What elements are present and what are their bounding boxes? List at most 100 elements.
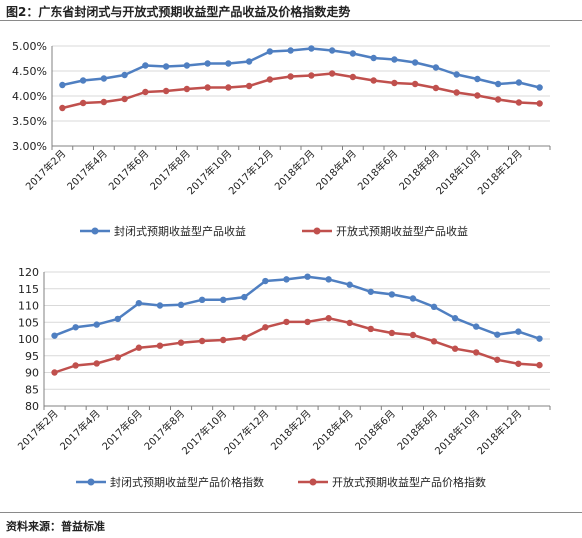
x-tick-label: 2017年12月	[226, 147, 276, 197]
x-tick-label: 2018年4月	[310, 407, 356, 453]
series-line	[54, 316, 540, 374]
y-tick-label: 120	[18, 266, 39, 279]
data-point	[266, 76, 274, 83]
data-point	[346, 319, 353, 327]
data-point	[367, 325, 374, 333]
data-point	[536, 100, 543, 107]
legend-label: 开放式预期收益型产品收益	[336, 224, 468, 238]
x-tick-label: 2017年2月	[23, 147, 69, 193]
series-line	[62, 47, 540, 89]
data-point	[283, 276, 290, 283]
data-point	[79, 99, 87, 107]
data-point	[198, 337, 206, 345]
series-line	[54, 275, 540, 340]
data-point	[142, 62, 149, 69]
data-point	[388, 329, 396, 337]
data-point	[388, 291, 396, 298]
legend-label: 封闭式预期收益型产品价格指数	[110, 475, 264, 489]
data-point	[325, 276, 332, 283]
data-point	[536, 84, 543, 91]
data-point	[430, 303, 438, 311]
x-tick-label: 2018年4月	[313, 147, 359, 193]
data-point	[536, 335, 543, 342]
data-point	[241, 334, 248, 341]
data-point	[451, 315, 459, 322]
x-tick-label: 2018年12月	[474, 407, 524, 457]
data-point	[432, 64, 440, 71]
data-point	[370, 54, 377, 62]
data-point	[135, 299, 143, 307]
y-tick-label: 105	[18, 316, 39, 329]
data-point	[494, 96, 502, 103]
x-tick-label: 2017年4月	[57, 407, 103, 453]
data-point	[183, 62, 191, 69]
data-point	[225, 84, 232, 91]
data-point	[515, 328, 522, 335]
data-point	[156, 302, 164, 309]
data-point	[411, 59, 419, 66]
x-tick-label: 2018年8月	[394, 407, 440, 453]
data-point	[494, 356, 501, 363]
data-point	[204, 84, 211, 91]
x-tick-label: 2018年2月	[272, 147, 318, 193]
price-index-line-chart: 808590951001051101151202017年2月2017年4月201…	[15, 266, 551, 489]
data-point	[287, 47, 294, 54]
data-point	[346, 281, 353, 288]
data-point	[474, 75, 481, 83]
data-point	[204, 60, 211, 67]
data-point	[494, 331, 501, 338]
data-point	[453, 89, 460, 96]
data-point	[51, 332, 58, 339]
data-point	[515, 99, 523, 106]
data-point	[325, 315, 332, 322]
y-tick-label: 110	[18, 300, 39, 313]
data-point	[262, 277, 269, 285]
legend-swatch-marker	[309, 478, 317, 486]
legend-swatch-marker	[87, 478, 95, 486]
figure-source: 资料来源：普益标准	[6, 520, 105, 533]
x-tick-label: 2018年12月	[475, 147, 525, 197]
data-point	[328, 70, 336, 77]
data-point	[287, 73, 294, 80]
data-point	[114, 315, 121, 323]
data-point	[474, 92, 481, 99]
x-tick-label: 2017年2月	[15, 407, 61, 453]
data-point	[245, 58, 253, 65]
data-point	[93, 360, 100, 367]
data-point	[430, 338, 438, 345]
data-point	[121, 95, 128, 103]
x-tick-label: 2017年6月	[106, 147, 152, 193]
data-point	[121, 71, 128, 79]
y-tick-label: 115	[18, 283, 39, 296]
data-point	[100, 98, 108, 106]
data-point	[220, 336, 227, 344]
legend-swatch-marker	[91, 227, 99, 235]
figure-title: 图2：广东省封闭式与开放式预期收益型产品收益及价格指数走势	[6, 5, 351, 19]
y-tick-label: 3.00%	[12, 140, 47, 153]
data-point	[100, 75, 108, 82]
x-tick-label: 2017年8月	[141, 407, 187, 453]
y-tick-label: 4.50%	[12, 65, 47, 78]
x-tick-label: 2018年8月	[396, 147, 442, 193]
data-point	[220, 296, 227, 304]
data-point	[245, 82, 253, 90]
legend-swatch-marker	[313, 227, 321, 235]
top-rule	[0, 20, 582, 21]
data-point	[370, 77, 377, 84]
series-line	[62, 72, 540, 110]
x-tick-label: 2018年6月	[352, 407, 398, 453]
data-point	[451, 345, 459, 352]
y-tick-label: 95	[25, 350, 39, 363]
data-point	[72, 362, 79, 369]
data-point	[225, 60, 232, 67]
y-tick-label: 5.00%	[12, 40, 47, 53]
y-tick-label: 4.00%	[12, 90, 47, 103]
data-point	[59, 81, 66, 89]
data-point	[162, 87, 170, 95]
data-point	[266, 48, 274, 55]
y-tick-label: 80	[25, 400, 39, 413]
data-point	[409, 331, 417, 339]
data-point	[177, 301, 185, 309]
data-point	[411, 80, 419, 88]
data-point	[349, 50, 357, 57]
